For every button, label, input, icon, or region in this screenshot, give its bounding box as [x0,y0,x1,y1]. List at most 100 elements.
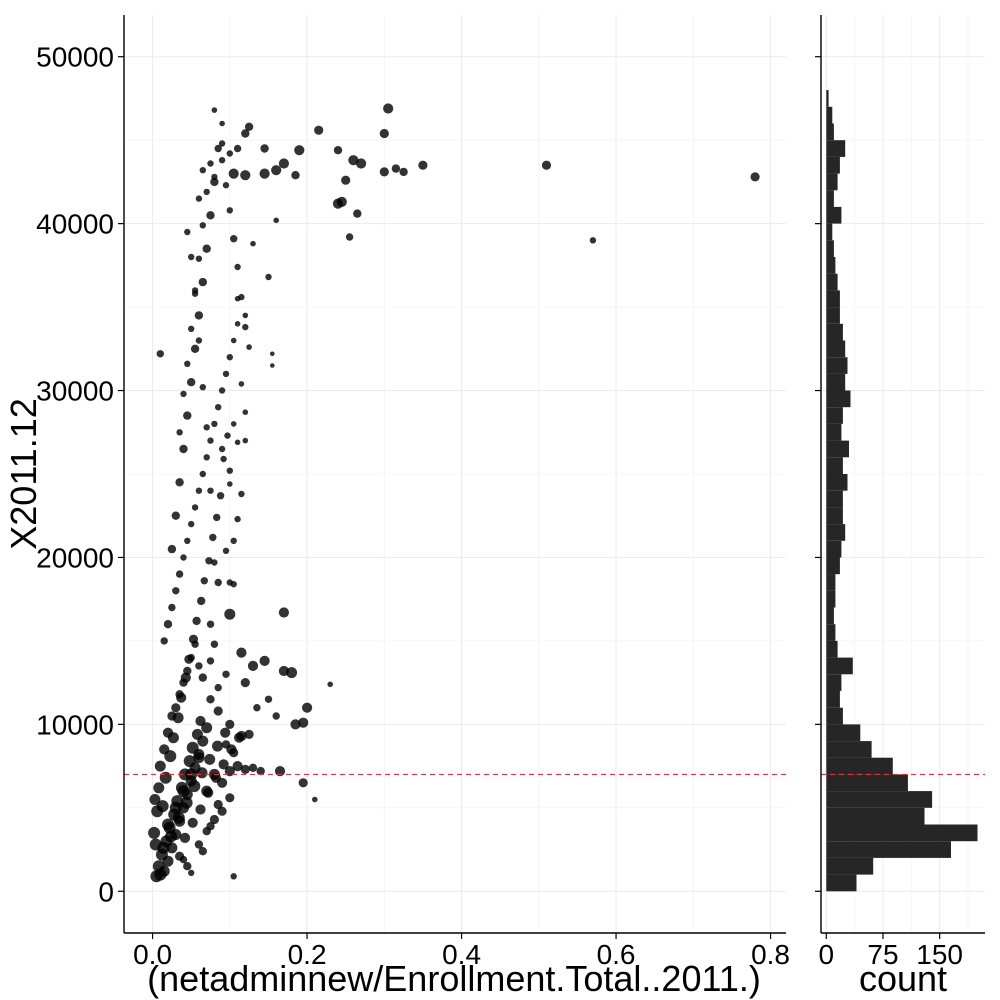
scatter-point [211,107,218,113]
histogram-bar [826,774,908,792]
scatter-point [172,712,184,724]
scatter-point [206,620,215,628]
scatter-point [175,570,184,578]
scatter-point [234,515,241,523]
scatter-point [290,719,301,730]
scatter-point [203,787,214,798]
histogram-bar [826,691,840,708]
scatter-point [214,578,222,587]
scatter-point [216,492,225,500]
histogram-x-tick-label: 0 [819,939,835,970]
scatter-point [333,146,343,155]
scatter-point [206,211,215,220]
scatter-point [206,822,215,831]
scatter-point [184,654,194,664]
scatter-point [153,782,165,794]
scatter-point [226,207,233,214]
scatter-point [169,801,182,814]
scatter-point [205,557,213,565]
scatter-point [188,325,195,332]
scatter-point [234,263,241,271]
scatter-point [207,160,214,167]
scatter-point [242,437,249,444]
scatter-point [248,763,258,772]
scatter-point [202,244,211,253]
scatter-point [156,800,169,813]
scatter-point [230,235,238,243]
scatter-point [214,144,222,153]
histogram-bar [826,240,834,257]
histogram-bar [826,657,853,675]
scatter-point [312,796,318,803]
histogram-bar [826,407,843,424]
scatter-point [190,344,200,353]
scatter-point [246,344,252,350]
histogram-bar [826,140,846,157]
scatter-point [176,692,187,703]
histogram-bar [826,106,833,124]
scatter-point [234,732,245,743]
scatter-point [353,209,362,218]
scatter-point [418,160,428,170]
scatter-point [226,744,237,755]
scatter-point [230,873,237,880]
histogram-bar [826,874,857,892]
scatter-point [183,411,192,420]
scatter-y-tick-label: 20000 [36,542,114,573]
scatter-point [233,144,242,153]
histogram-bar [826,474,848,491]
scatter-x-tick-label: 0.2 [288,939,327,970]
scatter-point [224,608,236,620]
scatter-point [222,370,230,378]
scatter-points [148,103,760,883]
scatter-point [201,722,213,734]
scatter-point [210,177,219,187]
scatter-point [195,487,203,494]
scatter-y-axis-title: X2011.12 [3,398,44,549]
histogram-bar [826,323,843,341]
scatter-point [154,760,166,772]
scatter-point [218,387,226,394]
scatter-y-ticks: 0 10000 20000 30000 40000 50000 [36,42,124,907]
scatter-point [198,847,207,856]
scatter-point [158,865,170,877]
scatter-y-tick-label: 40000 [36,209,114,240]
scatter-point [196,767,208,779]
scatter-point [220,727,231,738]
histogram-bar [826,173,838,191]
histogram-bar [826,373,846,391]
scatter-point [179,444,188,454]
scatter-point [259,168,270,179]
scatter-point [188,253,195,261]
scatter-point [164,750,177,763]
scatter-point [327,681,334,688]
scatter-point [750,172,760,182]
scatter-point [203,188,210,196]
scatter-point [240,764,250,775]
scatter-point [379,167,389,177]
scatter-point [180,390,187,398]
scatter-point [383,103,394,114]
scatter-point [218,140,226,147]
scatter-point [218,759,229,770]
scatter-point [187,378,196,387]
scatter-point [298,778,308,788]
scatter-point [391,164,401,173]
scatter-point [227,481,233,487]
scatter-point [198,277,207,287]
scatter-point [238,490,245,498]
scatter-point [195,255,203,262]
scatter-point [194,840,204,849]
histogram-x-tick-label: 150 [916,939,963,970]
scatter-point [224,766,235,777]
scatter-point [226,354,233,361]
scatter-point [206,695,215,704]
scatter-point [180,554,187,561]
scatter-point [156,350,164,358]
scatter-point [186,741,199,754]
scatter-point [225,793,235,803]
scatter-y-tick-label: 50000 [36,42,114,73]
scatter-point [222,670,230,678]
scatter-point [197,596,206,606]
scatter-point [250,240,256,247]
